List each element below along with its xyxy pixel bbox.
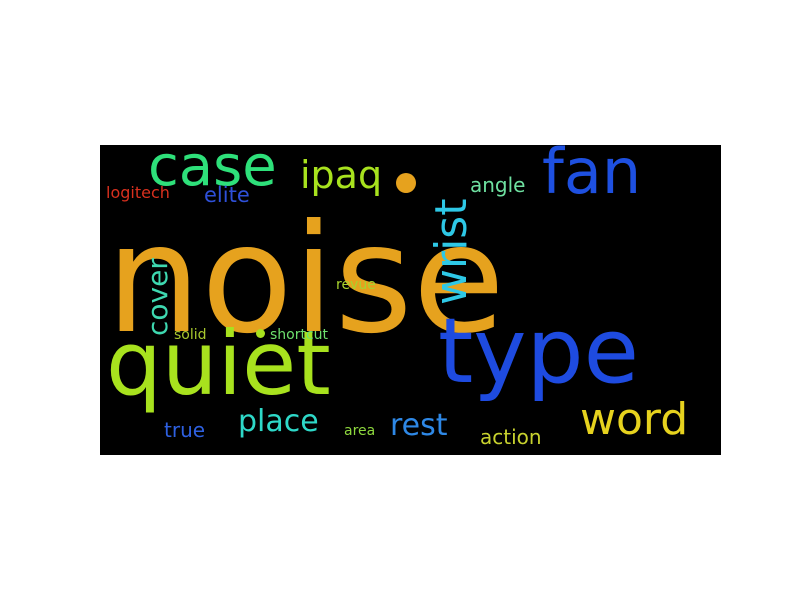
word-noise: noise bbox=[106, 193, 505, 367]
word-area: area bbox=[344, 423, 376, 439]
word-fan: fan bbox=[542, 145, 642, 208]
word-elite: elite bbox=[204, 183, 250, 207]
word-place: place bbox=[238, 404, 319, 439]
word-solid: solid bbox=[174, 327, 207, 343]
dot-small bbox=[256, 329, 265, 338]
word-quiet: quiet bbox=[106, 312, 331, 415]
word-wrist: wrist bbox=[426, 198, 477, 305]
word-action: action bbox=[480, 425, 542, 449]
dot-large bbox=[396, 173, 416, 193]
word-case: case bbox=[148, 145, 277, 199]
word-true: true bbox=[164, 418, 206, 442]
word-cover: cover bbox=[141, 258, 174, 336]
word-logitech: logitech bbox=[106, 183, 170, 202]
word-shortcut: shortcut bbox=[270, 327, 329, 343]
word-word: word bbox=[580, 394, 689, 445]
word-ipaq: ipaq bbox=[300, 153, 383, 197]
word-rest: rest bbox=[390, 408, 448, 443]
word-angle: angle bbox=[470, 173, 526, 197]
word-cloud: noise quiet type case fan wrist word ipa… bbox=[100, 145, 721, 455]
word-revue: revue bbox=[336, 277, 376, 293]
word-type: type bbox=[438, 299, 640, 404]
